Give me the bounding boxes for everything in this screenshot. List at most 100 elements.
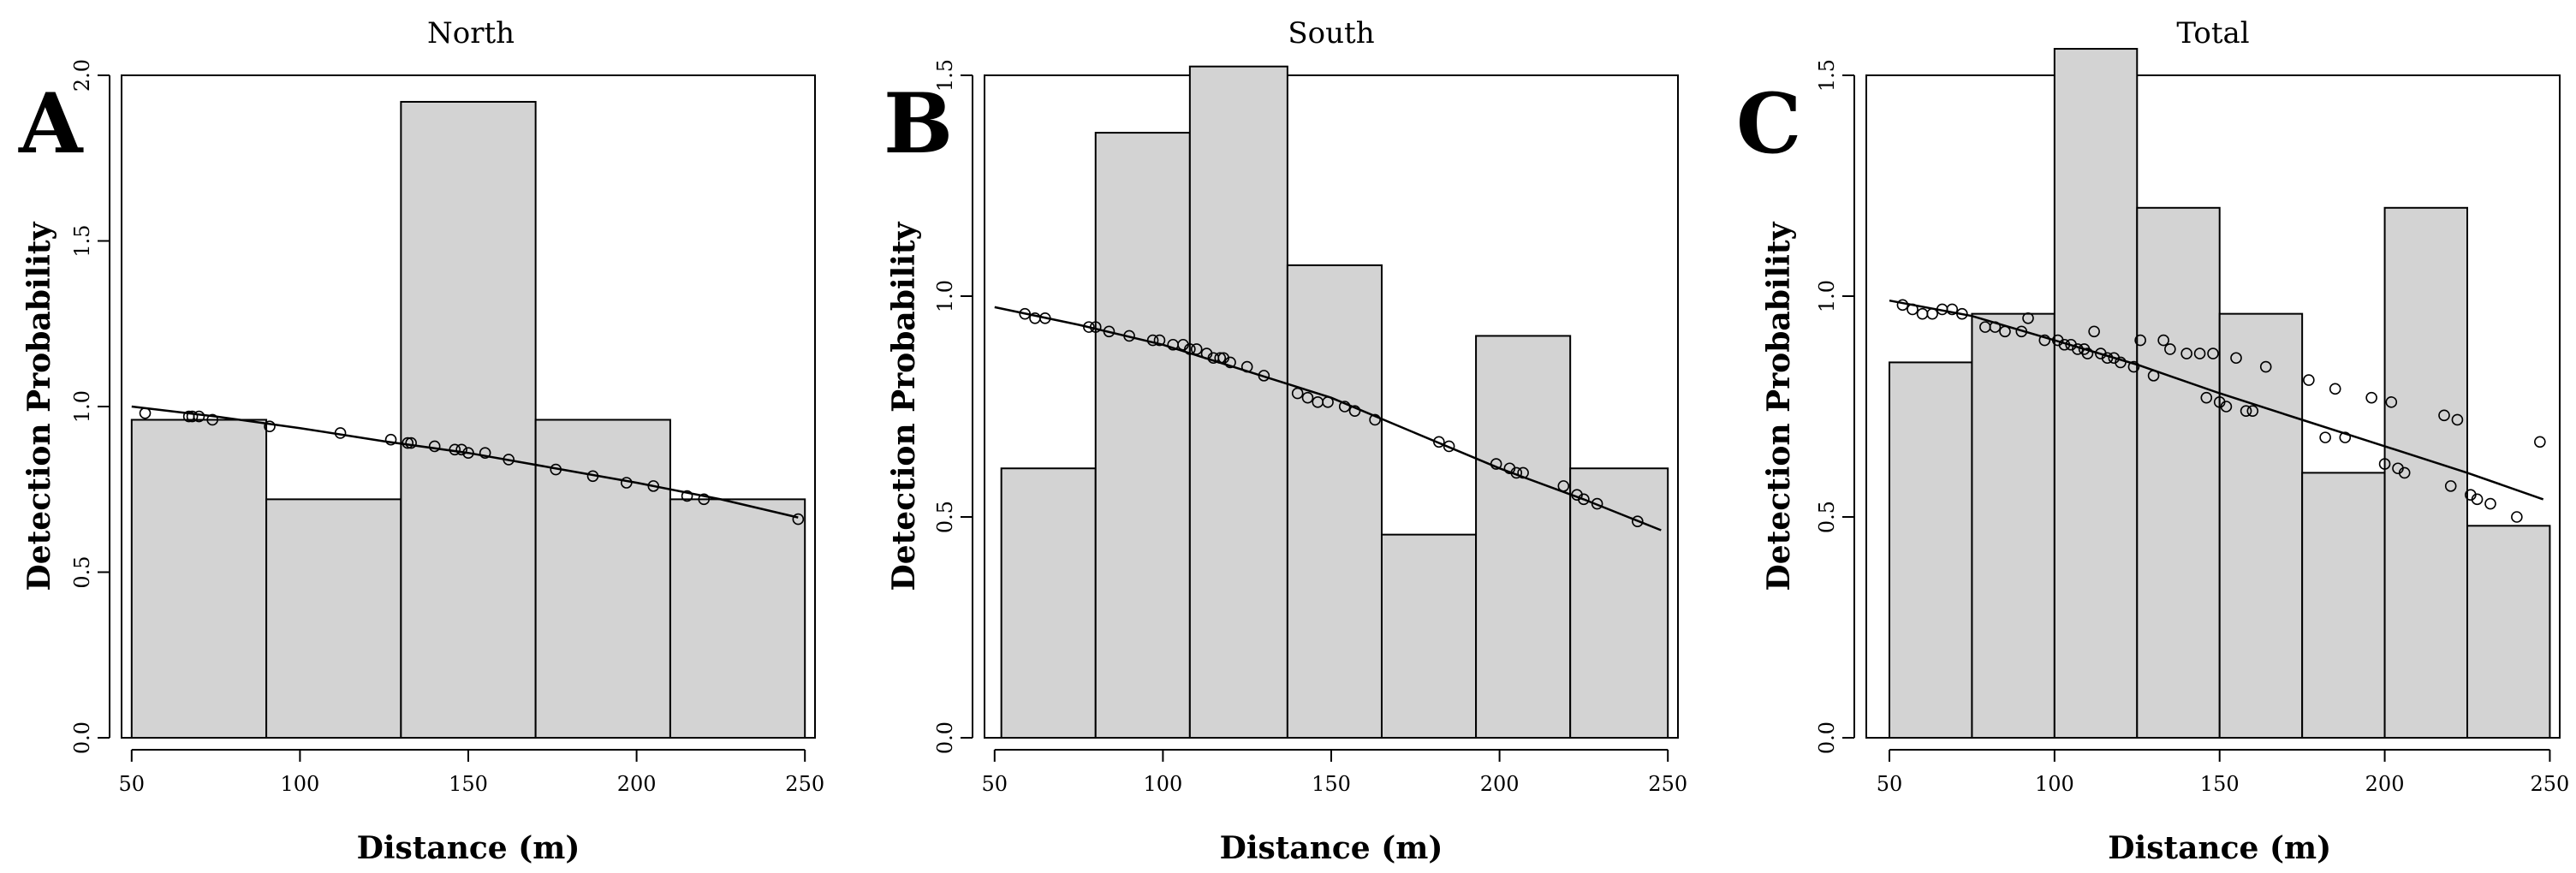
data-point [1896,299,1909,312]
data-point [2015,325,2028,338]
x-axis-label: Distance (m) [2108,830,2331,866]
panel-total: 50 100 150 200 250 0.0 0.5 1.0 1.5 Total C Distance… [1736,16,2569,866]
x-axis-label: Distance (m) [1220,830,1443,866]
x-tick-label: 150 [1312,772,1351,796]
data-point [586,470,599,483]
data-point [2022,312,2034,324]
data-point [1916,307,1929,320]
panel-letter: B [883,75,953,172]
data-point [2444,480,2457,492]
data-point [2072,343,2084,355]
x-tick-label: 100 [1143,772,1182,796]
data-point [1632,515,1644,527]
data-point [2081,347,2094,359]
data-point [2438,409,2450,422]
data-point [2246,405,2259,417]
histogram-bar [1971,312,2055,739]
data-point [1348,405,1361,417]
histogram-bar [1094,132,1191,739]
data-point [1322,396,1334,408]
data-point [405,436,417,449]
histogram-bar [2053,48,2139,739]
data-point [1989,321,2002,333]
data-point [1591,497,1603,510]
data-point [1214,352,1227,365]
data-point [334,427,347,439]
detection-function-curve [131,405,799,519]
data-point [206,413,218,426]
data-point [2365,391,2377,404]
y-tick-label: 0.5 [933,501,957,533]
data-point [1184,343,1196,355]
data-point [1240,360,1253,373]
data-point [1433,436,1445,448]
y-tick-label: 1.5 [933,59,957,92]
data-point [1946,303,1959,316]
histogram-bar [130,419,268,739]
data-point [384,433,397,446]
data-point [402,436,414,449]
data-point [2451,413,2464,426]
data-point [647,480,660,492]
data-point [1103,325,1115,338]
x-tick-label: 250 [785,772,824,796]
data-point [455,443,467,456]
data-point [2471,493,2484,506]
x-tick-label: 150 [449,772,488,796]
data-point [449,443,461,456]
y-tick-label: 1.0 [933,280,957,312]
data-point [1301,391,1314,404]
data-point [1443,440,1455,453]
data-point [2134,334,2146,347]
data-point [681,490,693,502]
data-point [792,513,805,526]
data-point [2259,360,2272,373]
data-point [2230,352,2242,365]
x-tick-label: 200 [617,772,657,796]
data-point [2220,401,2233,413]
data-point [2484,497,2496,510]
histogram-bar [1889,361,1973,739]
y-tick-label: 1.0 [70,390,94,423]
data-point [139,407,152,419]
data-point [1926,307,1938,320]
data-point [2157,334,2169,347]
data-point [479,447,491,459]
data-point [2088,325,2100,338]
data-point [193,410,205,423]
data-point [2303,374,2315,386]
data-point [1369,413,1381,426]
y-tick-label: 1.5 [1815,59,1839,92]
data-point [1578,493,1590,506]
histogram-bar [2466,525,2551,739]
histogram-bar [1188,65,1288,739]
data-point [2534,436,2546,448]
panel-title: South [1288,16,1374,50]
histogram-bar [1380,533,1478,739]
data-point [1517,466,1529,479]
data-point [1224,356,1236,369]
data-point [1089,321,1102,333]
data-point [2385,396,2398,408]
x-tick-label: 150 [2200,772,2240,796]
data-point [1190,343,1203,355]
panel-letter: C [1736,75,1801,172]
data-point [2101,352,2114,365]
data-point [2193,347,2206,359]
histogram-bar [2136,206,2221,739]
data-point [2378,458,2391,470]
x-tick-label: 50 [982,772,1008,796]
panel-title: North [427,16,515,50]
histogram-bar [534,419,671,739]
x-tick-label: 250 [2531,772,2570,796]
data-point [550,463,562,476]
data-point [2147,370,2160,382]
data-point [2329,383,2341,395]
histogram-bar [2301,472,2386,739]
data-point [1258,370,1270,382]
data-point [698,493,711,506]
panel-title: Total [2176,16,2249,50]
y-tick-label: 0.0 [70,722,94,754]
data-point [2127,360,2140,373]
